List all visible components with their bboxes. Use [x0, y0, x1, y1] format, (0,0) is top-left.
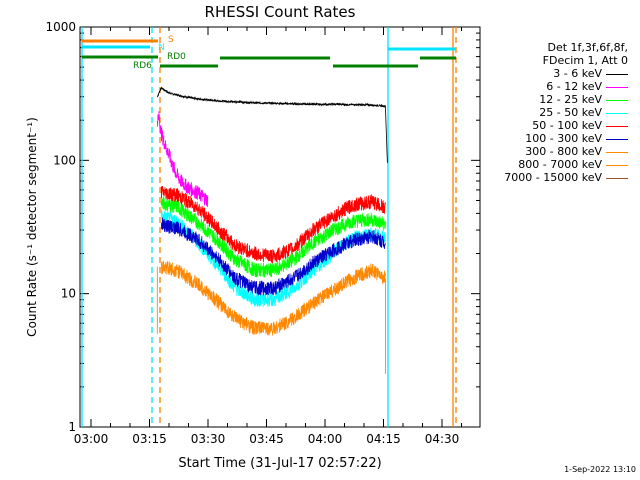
plot-axes: 03:00 03:15 03:30 03:45 04:00 04:15 04:30 1 10 10…	[45, 20, 481, 446]
x-tick-label: 03:45	[249, 432, 284, 446]
legend-swatch	[606, 73, 628, 75]
legend-label: 50 - 100 keV	[532, 119, 602, 132]
x-tick-label: 03:00	[74, 432, 109, 446]
chart-title: RHESSI Count Rates	[205, 3, 356, 21]
legend-label: 25 - 50 keV	[539, 106, 602, 119]
series-line	[160, 260, 386, 336]
legend-entry: 300 - 800 keV	[525, 145, 628, 158]
vertical-markers	[81, 27, 457, 427]
y-tick-label: 10	[61, 287, 76, 301]
data-series	[156, 86, 388, 374]
legend-label: 300 - 800 keV	[525, 145, 602, 158]
legend-entry: 3 - 6 keV	[553, 67, 628, 80]
y-tick-label: 100	[53, 153, 76, 167]
footer-timestamp: 1-Sep-2022 13:10	[564, 465, 636, 474]
series-line	[160, 185, 386, 264]
series-line	[160, 196, 386, 279]
x-tick-label: 04:00	[308, 432, 343, 446]
legend-label: 6 - 12 keV	[546, 80, 602, 93]
legend-swatch	[606, 138, 628, 140]
state-bar-label: RD6	[133, 61, 152, 71]
legend-entry: 25 - 50 keV	[539, 106, 628, 119]
legend-swatch	[606, 99, 628, 101]
plot-frame	[79, 26, 481, 428]
x-tick-label: 03:15	[132, 432, 167, 446]
legend-label: 800 - 7000 keV	[518, 158, 602, 171]
legend-swatch	[606, 125, 628, 127]
y-tick-label: 1	[68, 420, 76, 434]
x-tick-label: 04:15	[366, 432, 401, 446]
legend-swatch	[606, 86, 628, 88]
x-axis-label: Start Time (31-Jul-17 02:57:22)	[178, 456, 381, 471]
x-tick-label: 04:30	[425, 432, 460, 446]
legend-label: 3 - 6 keV	[553, 67, 602, 80]
legend-label: 7000 - 15000 keV	[504, 171, 602, 184]
state-bar-label: S	[168, 35, 174, 45]
legend-swatch	[606, 151, 628, 153]
legend-swatch	[606, 112, 628, 114]
state-bar-label: RD0	[167, 52, 186, 62]
legend-swatch	[606, 164, 628, 166]
legend-label: 12 - 25 keV	[539, 93, 602, 106]
y-tick-label: 1000	[45, 20, 76, 34]
legend-header: FDecim 1, Att 0	[542, 54, 628, 67]
legend-entry: 12 - 25 keV	[539, 93, 628, 106]
legend-swatch	[606, 177, 628, 179]
y-axis-label: Count Rate (s⁻¹ detector segment⁻¹)	[25, 117, 39, 337]
legend-entry: 50 - 100 keV	[532, 119, 628, 132]
legend-entry: 7000 - 15000 keV	[504, 171, 628, 184]
legend-label: 100 - 300 keV	[525, 132, 602, 145]
state-bar-label: N	[158, 43, 165, 53]
x-tick-label: 03:30	[191, 432, 226, 446]
series-line	[156, 86, 388, 163]
legend-header: Det 1f,3f,6f,8f,	[547, 41, 628, 54]
legend-entry: 800 - 7000 keV	[518, 158, 628, 171]
series-line	[156, 111, 209, 207]
legend-entry: 100 - 300 keV	[525, 132, 628, 145]
legend-entry: 6 - 12 keV	[546, 80, 628, 93]
series-line	[160, 217, 386, 296]
